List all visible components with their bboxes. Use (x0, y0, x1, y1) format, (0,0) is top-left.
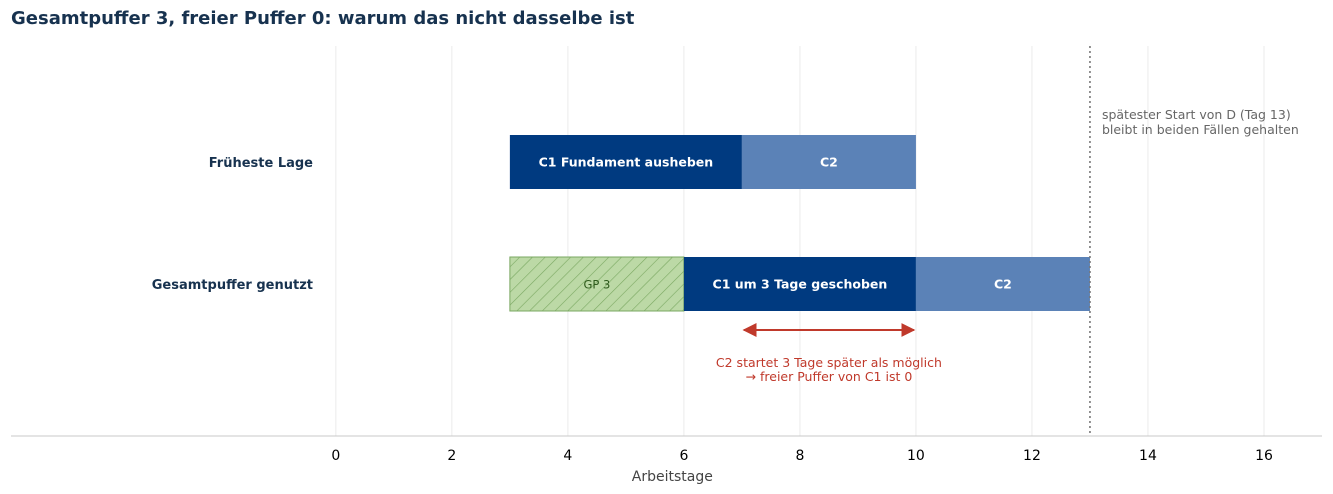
x-axis-label: Arbeitstage (632, 469, 713, 485)
x-tick-label: 2 (447, 448, 456, 464)
bar-label: C2 (994, 277, 1012, 292)
x-axis: 0 2 4 6 8 10 12 14 16 Arbeitstage (11, 435, 1322, 485)
bar-label: GP 3 (583, 278, 610, 292)
task-bar (683, 257, 916, 311)
bar-label: C1 Fundament ausheben (539, 155, 714, 170)
x-tick-label: 14 (1139, 448, 1157, 464)
x-tick-label: 16 (1255, 448, 1273, 464)
bars-layer: Früheste Lage C1 Fundament ausheben C2 Gesa… (152, 135, 1090, 312)
x-tick-label: 4 (563, 448, 572, 464)
x-tick-label: 0 (331, 448, 340, 464)
x-tick-label: 12 (1023, 448, 1041, 464)
row-label: Gesamtpuffer genutzt (152, 278, 313, 293)
arrow-annotation: C2 startet 3 Tage später als möglich (716, 355, 942, 370)
annotation-layer: spätester Start von D (Tag 13)bleibt in … (716, 46, 1299, 436)
x-tick-label: 8 (795, 448, 804, 464)
arrow-annotation: → freier Puffer von C1 ist 0 (746, 369, 913, 384)
row-label: Früheste Lage (209, 156, 313, 171)
task-bar (915, 257, 1090, 311)
x-tick-label: 6 (679, 448, 688, 464)
chart-title: Gesamtpuffer 3, freier Puffer 0: warum d… (11, 8, 635, 29)
task-bar (509, 135, 742, 189)
bar-label: C1 um 3 Tage geschoben (713, 277, 888, 292)
task-bar (741, 135, 916, 189)
bar-label: C2 (820, 155, 838, 170)
deadline-annotation: bleibt in beiden Fällen gehalten (1102, 122, 1299, 137)
deadline-annotation: spätester Start von D (Tag 13) (1102, 107, 1291, 122)
grid-layer (335, 46, 1265, 436)
x-tick-label: 10 (907, 448, 925, 464)
